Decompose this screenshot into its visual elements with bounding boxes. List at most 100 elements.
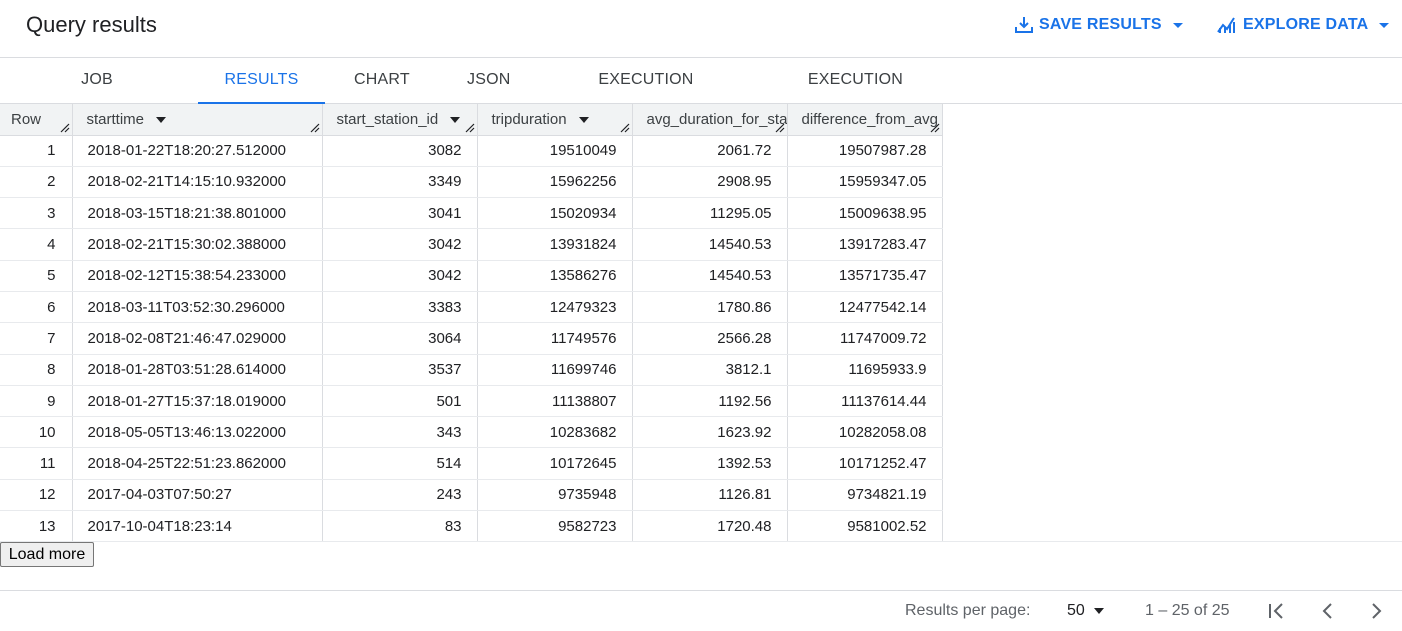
start-station-id-cell[interactable]: 501 [322, 385, 478, 418]
row-number-cell[interactable]: 11 [0, 447, 73, 480]
starttime-cell[interactable]: 2018-02-08T21:46:47.029000 [72, 322, 323, 355]
difference-from-avg-cell[interactable]: 9581002.52 [787, 510, 943, 543]
tripduration-cell[interactable]: 9735948 [477, 479, 633, 512]
difference-from-avg-cell[interactable]: 10282058.08 [787, 416, 943, 449]
start-station-id-cell[interactable]: 3042 [322, 228, 478, 261]
starttime-cell[interactable]: 2017-10-04T18:23:14 [72, 510, 323, 543]
difference-from-avg-cell[interactable]: 12477542.14 [787, 291, 943, 324]
difference-from-avg-cell[interactable]: 15009638.95 [787, 197, 943, 230]
start-station-id-cell[interactable]: 3537 [322, 354, 478, 386]
column-header-difference-from-avg[interactable]: difference_from_avg [787, 104, 943, 136]
starttime-cell[interactable]: 2018-03-11T03:52:30.296000 [72, 291, 323, 324]
start-station-id-cell[interactable]: 243 [322, 479, 478, 512]
tripduration-cell[interactable]: 10283682 [477, 416, 633, 449]
avg-duration-cell[interactable]: 1392.53 [632, 447, 788, 480]
difference-from-avg-cell[interactable]: 11747009.72 [787, 322, 943, 355]
row-number-cell[interactable]: 13 [0, 510, 73, 543]
first-page-icon[interactable] [1265, 600, 1287, 622]
row-number-cell[interactable]: 7 [0, 322, 73, 355]
tripduration-cell[interactable]: 19510049 [477, 135, 633, 167]
starttime-cell[interactable]: 2018-02-12T15:38:54.233000 [72, 260, 323, 292]
start-station-id-cell[interactable]: 83 [322, 510, 478, 543]
start-station-id-cell[interactable]: 3383 [322, 291, 478, 324]
row-number-cell[interactable]: 6 [0, 291, 73, 324]
starttime-cell[interactable]: 2018-02-21T14:15:10.932000 [72, 166, 323, 199]
tab-results[interactable]: RESULTS [198, 58, 325, 104]
difference-from-avg-cell[interactable]: 10171252.47 [787, 447, 943, 480]
column-header-starttime[interactable]: starttime [72, 104, 323, 136]
starttime-cell[interactable]: 2018-01-28T03:51:28.614000 [72, 354, 323, 386]
avg-duration-cell[interactable]: 1192.56 [632, 385, 788, 418]
save-results-button[interactable]: SAVE RESULTS [1015, 16, 1183, 34]
results-per-page-select[interactable]: 50 [1067, 602, 1104, 620]
chevron-left-icon[interactable] [1316, 600, 1338, 622]
tripduration-cell[interactable]: 15020934 [477, 197, 633, 230]
sort-caret-icon[interactable] [450, 116, 461, 123]
tab-execution-graph[interactable]: EXECUTION GRAPH [807, 71, 904, 132]
difference-from-avg-cell[interactable]: 13571735.47 [787, 260, 943, 292]
avg-duration-cell[interactable]: 1780.86 [632, 291, 788, 324]
starttime-cell[interactable]: 2017-04-03T07:50:27 [72, 479, 323, 512]
tripduration-cell[interactable]: 15962256 [477, 166, 633, 199]
tab-execution-details[interactable]: EXECUTION DETAILS [598, 71, 694, 132]
resize-handle-icon[interactable] [465, 123, 475, 133]
difference-from-avg-cell[interactable]: 15959347.05 [787, 166, 943, 199]
avg-duration-cell[interactable]: 1126.81 [632, 479, 788, 512]
resize-handle-icon[interactable] [930, 123, 940, 133]
difference-from-avg-cell[interactable]: 11137614.44 [787, 385, 943, 418]
chevron-right-icon[interactable] [1366, 600, 1388, 622]
tripduration-cell[interactable]: 12479323 [477, 291, 633, 324]
starttime-cell[interactable]: 2018-04-25T22:51:23.862000 [72, 447, 323, 480]
resize-handle-icon[interactable] [775, 123, 785, 133]
avg-duration-cell[interactable]: 1623.92 [632, 416, 788, 449]
avg-duration-cell[interactable]: 2566.28 [632, 322, 788, 355]
row-number-cell[interactable]: 2 [0, 166, 73, 199]
column-header-avg-duration[interactable]: avg_duration_for_sta [632, 104, 788, 136]
starttime-cell[interactable]: 2018-05-05T13:46:13.022000 [72, 416, 323, 449]
avg-duration-cell[interactable]: 14540.53 [632, 260, 788, 292]
tripduration-cell[interactable]: 11138807 [477, 385, 633, 418]
row-number-cell[interactable]: 5 [0, 260, 73, 292]
avg-duration-cell[interactable]: 2061.72 [632, 135, 788, 167]
tab-chart[interactable]: CHART [354, 71, 410, 88]
row-number-cell[interactable]: 9 [0, 385, 73, 418]
start-station-id-cell[interactable]: 3042 [322, 260, 478, 292]
avg-duration-cell[interactable]: 3812.1 [632, 354, 788, 386]
difference-from-avg-cell[interactable]: 13917283.47 [787, 228, 943, 261]
tripduration-cell[interactable]: 11699746 [477, 354, 633, 386]
resize-handle-icon[interactable] [60, 123, 70, 133]
starttime-cell[interactable]: 2018-02-21T15:30:02.388000 [72, 228, 323, 261]
row-number-cell[interactable]: 1 [0, 135, 73, 167]
avg-duration-cell[interactable]: 14540.53 [632, 228, 788, 261]
resize-handle-icon[interactable] [620, 123, 630, 133]
column-header-row[interactable]: Row [0, 104, 73, 136]
difference-from-avg-cell[interactable]: 11695933.9 [787, 354, 943, 386]
column-header-tripduration[interactable]: tripduration [477, 104, 633, 136]
avg-duration-cell[interactable]: 11295.05 [632, 197, 788, 230]
starttime-cell[interactable]: 2018-01-27T15:37:18.019000 [72, 385, 323, 418]
column-header-start-station-id[interactable]: start_station_id [322, 104, 478, 136]
tripduration-cell[interactable]: 11749576 [477, 322, 633, 355]
explore-data-button[interactable]: EXPLORE DATA [1217, 16, 1390, 34]
load-more-button[interactable]: Load more [0, 542, 94, 567]
tab-json[interactable]: JSON [467, 71, 511, 88]
difference-from-avg-cell[interactable]: 19507987.28 [787, 135, 943, 167]
row-number-cell[interactable]: 4 [0, 228, 73, 261]
start-station-id-cell[interactable]: 3041 [322, 197, 478, 230]
row-number-cell[interactable]: 12 [0, 479, 73, 512]
starttime-cell[interactable]: 2018-03-15T18:21:38.801000 [72, 197, 323, 230]
row-number-cell[interactable]: 10 [0, 416, 73, 449]
sort-caret-icon[interactable] [578, 116, 589, 123]
difference-from-avg-cell[interactable]: 9734821.19 [787, 479, 943, 512]
row-number-cell[interactable]: 3 [0, 197, 73, 230]
tripduration-cell[interactable]: 13931824 [477, 228, 633, 261]
start-station-id-cell[interactable]: 3349 [322, 166, 478, 199]
avg-duration-cell[interactable]: 1720.48 [632, 510, 788, 543]
tab-job-information[interactable]: JOB INFORMATION [40, 71, 153, 132]
start-station-id-cell[interactable]: 3082 [322, 135, 478, 167]
sort-caret-icon[interactable] [156, 116, 167, 123]
tripduration-cell[interactable]: 9582723 [477, 510, 633, 543]
tripduration-cell[interactable]: 13586276 [477, 260, 633, 292]
start-station-id-cell[interactable]: 3064 [322, 322, 478, 355]
avg-duration-cell[interactable]: 2908.95 [632, 166, 788, 199]
